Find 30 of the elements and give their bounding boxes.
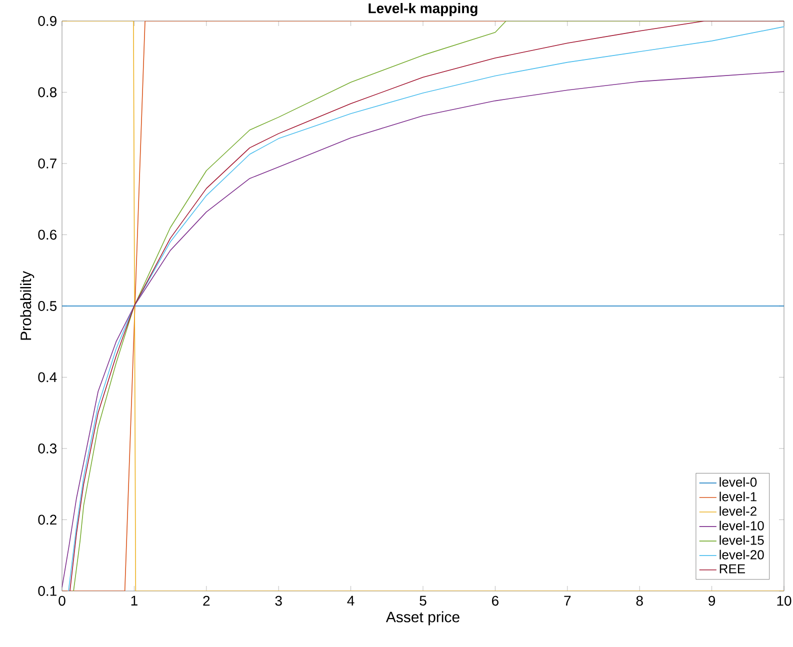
x-tick-label: 10 (777, 596, 792, 606)
y-tick-label: 0.1 (38, 586, 56, 596)
x-axis-title: Asset price (386, 611, 460, 626)
x-tick-label: 6 (492, 596, 498, 606)
legend-label: level-15 (720, 535, 764, 545)
x-tick-label: 7 (564, 596, 571, 606)
legend-label: level-10 (720, 520, 764, 530)
x-tick-label: 2 (203, 596, 210, 606)
legend-label: level-1 (720, 492, 756, 502)
y-tick-label: 0.5 (38, 301, 57, 311)
y-tick-label: 0.3 (38, 444, 57, 454)
x-tick-label: 1 (131, 596, 138, 606)
y-tick-label: 0.6 (38, 230, 57, 240)
x-tick-label: 9 (708, 596, 716, 606)
y-tick-label: 0.2 (38, 514, 56, 525)
x-tick-label: 0 (58, 596, 66, 606)
y-tick-label: 0.8 (38, 87, 57, 98)
chart-title: Level-k mapping (368, 3, 478, 16)
legend-label: level-2 (720, 506, 756, 516)
x-tick-label: 5 (420, 596, 426, 606)
legend-label: level-0 (720, 477, 757, 487)
y-tick-label: 0.7 (38, 158, 56, 168)
legend-label: REE (720, 564, 745, 574)
x-tick-label: 8 (636, 596, 643, 606)
x-tick-label: 3 (275, 596, 282, 606)
y-axis-title: Probability (20, 271, 34, 340)
y-tick-label: 0.9 (38, 16, 56, 26)
y-tick-label: 0.4 (38, 372, 57, 382)
x-tick-label: 4 (347, 596, 354, 606)
legend-label: level-20 (720, 550, 764, 560)
